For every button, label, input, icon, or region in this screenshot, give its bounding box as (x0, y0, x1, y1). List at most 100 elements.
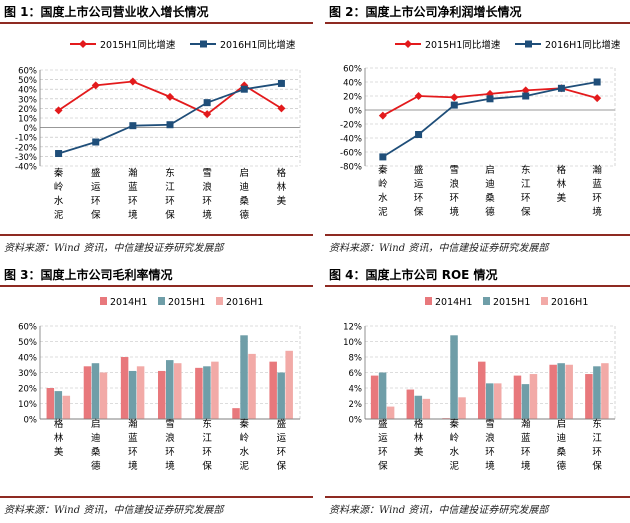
y-tick-label: -20% (340, 121, 362, 131)
x-tick-label: 水 (240, 446, 250, 458)
chart-title: 图 1：国度上市公司营业收入增长情况 (4, 5, 209, 19)
bar (458, 397, 466, 419)
x-tick-label: 盛 (91, 167, 101, 179)
legend-label-1: 2014H1 (110, 297, 147, 308)
bar (83, 366, 92, 419)
legend-swatch-1 (100, 297, 107, 305)
y-tick-label: 20% (18, 105, 37, 115)
x-tick-label: 蓝 (521, 432, 531, 444)
data-point (166, 121, 174, 129)
bar (513, 375, 522, 419)
bar (174, 363, 182, 419)
legend-label-2: 2016H1同比增速 (545, 39, 621, 51)
bar (136, 366, 145, 419)
x-tick-label: 美 (557, 192, 567, 204)
x-tick-label: 格 (54, 418, 64, 430)
x-tick-label: 环 (592, 193, 602, 204)
x-tick-label: 水 (450, 446, 460, 458)
x-tick-label: 岭 (240, 432, 250, 444)
data-point (129, 122, 137, 130)
x-tick-label: 环 (521, 193, 531, 204)
x-tick-label: 启 (240, 167, 250, 179)
x-tick-label: 保 (521, 206, 531, 218)
x-tick-label: 盛 (277, 418, 287, 430)
x-tick-label: 美 (277, 195, 287, 207)
bar (240, 335, 248, 419)
x-tick-label: 环 (165, 447, 175, 458)
data-point (379, 153, 387, 161)
data-point (486, 95, 494, 103)
data-point (203, 110, 212, 119)
x-tick-label: 江 (202, 433, 212, 444)
bar (478, 361, 486, 419)
y-tick-label: 0% (349, 107, 363, 117)
x-tick-label: 环 (414, 193, 424, 204)
x-tick-label: 保 (378, 460, 388, 472)
x-tick-label: 林 (557, 178, 567, 190)
x-tick-label: 水 (54, 195, 64, 207)
x-tick-label: 保 (277, 460, 287, 472)
legend-marker-2 (525, 40, 532, 48)
chart-profit-growth: 2015H1同比增速 2016H1同比增速 60% 40% 20% 0% -20% -40% -… (340, 39, 621, 218)
x-tick-label: 瀚 (521, 418, 531, 430)
x-tick-label: 环 (592, 447, 602, 458)
y-tick-label: -40% (340, 135, 362, 145)
bar (195, 367, 203, 419)
x-tick-label: 环 (91, 196, 101, 207)
y-tick-label: -10% (15, 134, 37, 144)
bar (232, 408, 240, 419)
x-tick-label: 格 (557, 164, 567, 176)
y-tick-label: 40% (18, 354, 37, 364)
chart-revenue-growth: 2015H1同比增速 2016H1同比增速 60%50%40%30%20%10%0%… (15, 39, 301, 221)
x-tick-label: 境 (165, 460, 175, 472)
data-point (54, 106, 63, 115)
x-tick-label: 境 (202, 209, 212, 221)
x-tick-label: 环 (202, 447, 212, 458)
x-tick-label: 启 (557, 418, 567, 430)
y-tick-label: 6% (349, 369, 363, 379)
x-tick-label: 迪 (485, 178, 495, 190)
x-tick-label: 境 (521, 460, 531, 472)
x-tick-label: 岭 (378, 178, 388, 190)
y-tick-label: -20% (15, 143, 37, 153)
x-tick-label: 启 (485, 164, 495, 176)
bar (91, 363, 100, 419)
y-tick-label: -30% (15, 153, 37, 163)
source-divider (325, 234, 630, 236)
x-tick-label: 泥 (378, 206, 388, 218)
x-tick-label: 环 (485, 447, 495, 458)
y-tick-label: 10% (343, 338, 362, 348)
bar (565, 364, 573, 419)
bar (46, 388, 55, 419)
source-divider (0, 496, 313, 498)
bar (166, 360, 174, 419)
x-tick-label: 东 (202, 418, 212, 430)
bar (486, 383, 494, 419)
chart-title: 图 3：国度上市公司毛利率情况 (4, 268, 173, 282)
y-tick-label: 10% (18, 115, 37, 125)
x-tick-label: 保 (91, 209, 101, 221)
legend-swatch-3 (541, 297, 548, 305)
x-tick-label: 格 (277, 167, 287, 179)
y-tick-label: 60% (343, 65, 362, 75)
panel-revenue-growth: 图 1：国度上市公司营业收入增长情况 2015H1同比增速 2016H1同比增速 6… (0, 0, 313, 262)
legend-marker-1 (79, 40, 87, 48)
panel-profit-growth: 图 2：国度上市公司净利润增长情况 2015H1同比增速 2016H1同比增速 60… (325, 0, 630, 262)
data-point (277, 104, 286, 113)
bar (601, 363, 609, 419)
x-tick-label: 环 (202, 196, 212, 207)
y-tick-label: 60% (18, 67, 37, 77)
x-tick-label: 环 (378, 447, 388, 458)
legend-label-3: 2016H1 (551, 297, 588, 308)
y-tick-label: 30% (18, 95, 37, 105)
legend-label-1: 2014H1 (435, 297, 472, 308)
x-tick-label: 瀚 (128, 167, 138, 179)
x-tick-label: 浪 (202, 181, 212, 193)
x-tick-label: 保 (202, 460, 212, 472)
x-tick-label: 雪 (165, 419, 175, 430)
legend-label-2: 2016H1同比增速 (220, 39, 296, 51)
data-point (92, 138, 100, 146)
x-tick-label: 林 (277, 181, 287, 193)
x-tick-label: 环 (277, 447, 287, 458)
data-point (521, 86, 530, 95)
